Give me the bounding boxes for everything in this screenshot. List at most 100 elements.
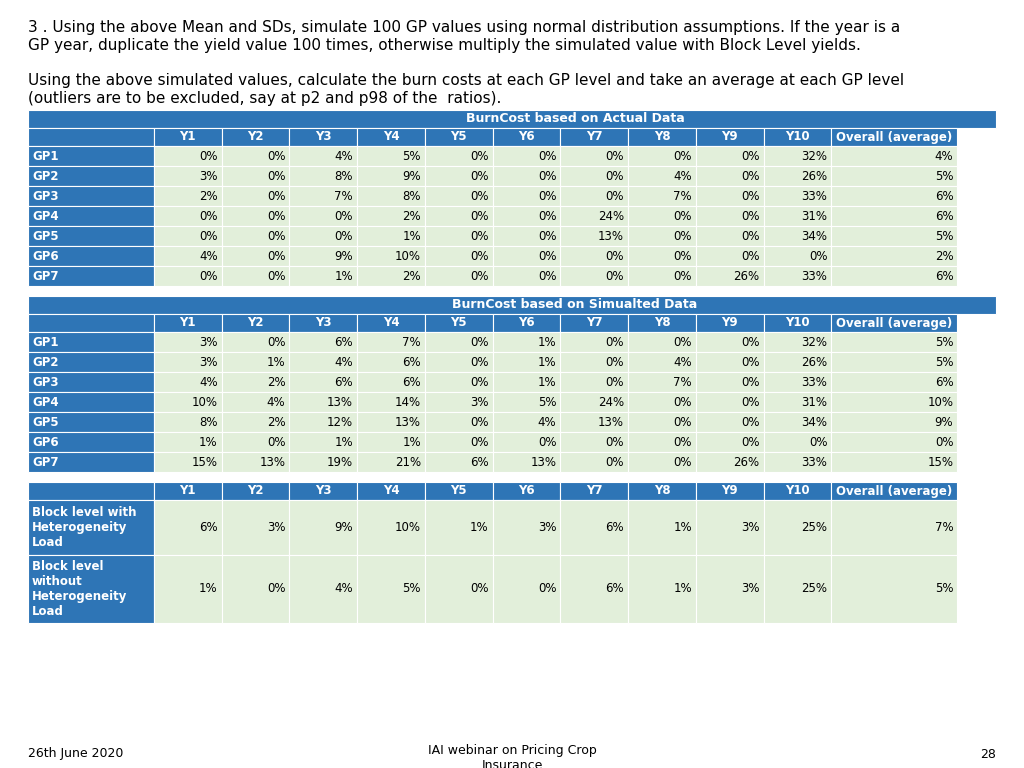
Text: 0%: 0% <box>470 356 488 369</box>
Bar <box>290 500 357 555</box>
Bar <box>628 314 696 332</box>
Text: 0%: 0% <box>741 336 760 349</box>
Text: 0%: 0% <box>741 396 760 409</box>
Text: 4%: 4% <box>674 356 692 369</box>
Text: 0%: 0% <box>199 230 218 243</box>
Text: Y3: Y3 <box>315 131 332 144</box>
Text: 0%: 0% <box>674 435 692 449</box>
Bar <box>357 332 425 352</box>
Bar <box>425 332 493 352</box>
Text: 3%: 3% <box>199 356 218 369</box>
Bar <box>425 186 493 206</box>
Text: Y6: Y6 <box>518 316 535 329</box>
Bar <box>628 128 696 146</box>
Text: 13%: 13% <box>327 396 353 409</box>
Bar <box>290 332 357 352</box>
Bar <box>560 146 628 166</box>
Bar <box>560 555 628 623</box>
Bar <box>696 432 764 452</box>
Bar <box>221 432 290 452</box>
Text: 2%: 2% <box>402 210 421 223</box>
Text: 0%: 0% <box>605 435 625 449</box>
Bar <box>290 186 357 206</box>
Bar <box>493 555 560 623</box>
Bar <box>764 372 831 392</box>
Bar <box>764 226 831 246</box>
Text: 0%: 0% <box>538 230 556 243</box>
Text: 12%: 12% <box>327 415 353 429</box>
Text: 6%: 6% <box>402 376 421 389</box>
Text: 0%: 0% <box>605 455 625 468</box>
Bar <box>628 412 696 432</box>
Bar <box>628 555 696 623</box>
Bar <box>357 432 425 452</box>
Text: 0%: 0% <box>674 396 692 409</box>
Bar <box>425 352 493 372</box>
Bar <box>696 146 764 166</box>
Bar <box>560 266 628 286</box>
Bar <box>290 392 357 412</box>
Bar <box>154 452 221 472</box>
Bar <box>628 226 696 246</box>
Bar <box>357 166 425 186</box>
Text: Y10: Y10 <box>785 485 810 498</box>
Text: 13%: 13% <box>598 415 625 429</box>
Bar <box>831 206 957 226</box>
Bar <box>764 555 831 623</box>
Text: IAI webinar on Pricing Crop
Insurance: IAI webinar on Pricing Crop Insurance <box>428 744 596 768</box>
Text: 4%: 4% <box>199 250 218 263</box>
Bar <box>154 246 221 266</box>
Bar <box>560 372 628 392</box>
Bar <box>425 500 493 555</box>
Bar <box>290 314 357 332</box>
Text: 0%: 0% <box>267 230 286 243</box>
Bar <box>290 412 357 432</box>
Bar <box>154 128 221 146</box>
Bar <box>154 206 221 226</box>
Bar <box>764 482 831 500</box>
Text: 26%: 26% <box>802 170 827 183</box>
Text: 31%: 31% <box>802 210 827 223</box>
Bar <box>290 555 357 623</box>
Bar <box>493 128 560 146</box>
Text: GP3: GP3 <box>32 190 58 203</box>
Text: 7%: 7% <box>335 190 353 203</box>
Text: 26%: 26% <box>733 455 760 468</box>
Text: 32%: 32% <box>802 150 827 163</box>
Text: 0%: 0% <box>674 455 692 468</box>
Bar <box>28 332 154 352</box>
Text: 1%: 1% <box>199 435 218 449</box>
Bar <box>831 412 957 432</box>
Bar <box>560 186 628 206</box>
Text: Y9: Y9 <box>722 485 738 498</box>
Bar <box>628 452 696 472</box>
Bar <box>357 352 425 372</box>
Text: 10%: 10% <box>395 521 421 534</box>
Text: 8%: 8% <box>335 170 353 183</box>
Text: 0%: 0% <box>741 415 760 429</box>
Bar <box>28 412 154 432</box>
Bar <box>696 186 764 206</box>
Bar <box>425 206 493 226</box>
Bar <box>290 452 357 472</box>
Bar <box>560 500 628 555</box>
Bar <box>493 266 560 286</box>
Text: 6%: 6% <box>335 336 353 349</box>
Text: 6%: 6% <box>199 521 218 534</box>
Bar <box>696 246 764 266</box>
Text: 34%: 34% <box>802 415 827 429</box>
Bar <box>357 500 425 555</box>
Bar <box>28 500 154 555</box>
Text: 0%: 0% <box>605 250 625 263</box>
Text: 4%: 4% <box>538 415 556 429</box>
Text: 13%: 13% <box>259 455 286 468</box>
Text: Y9: Y9 <box>722 316 738 329</box>
Bar <box>28 352 154 372</box>
Text: 7%: 7% <box>674 190 692 203</box>
Text: GP year, duplicate the yield value 100 times, otherwise multiply the simulated v: GP year, duplicate the yield value 100 t… <box>28 38 861 53</box>
Text: 13%: 13% <box>598 230 625 243</box>
Bar <box>831 372 957 392</box>
Text: 3%: 3% <box>199 170 218 183</box>
Bar <box>357 206 425 226</box>
Bar <box>221 372 290 392</box>
